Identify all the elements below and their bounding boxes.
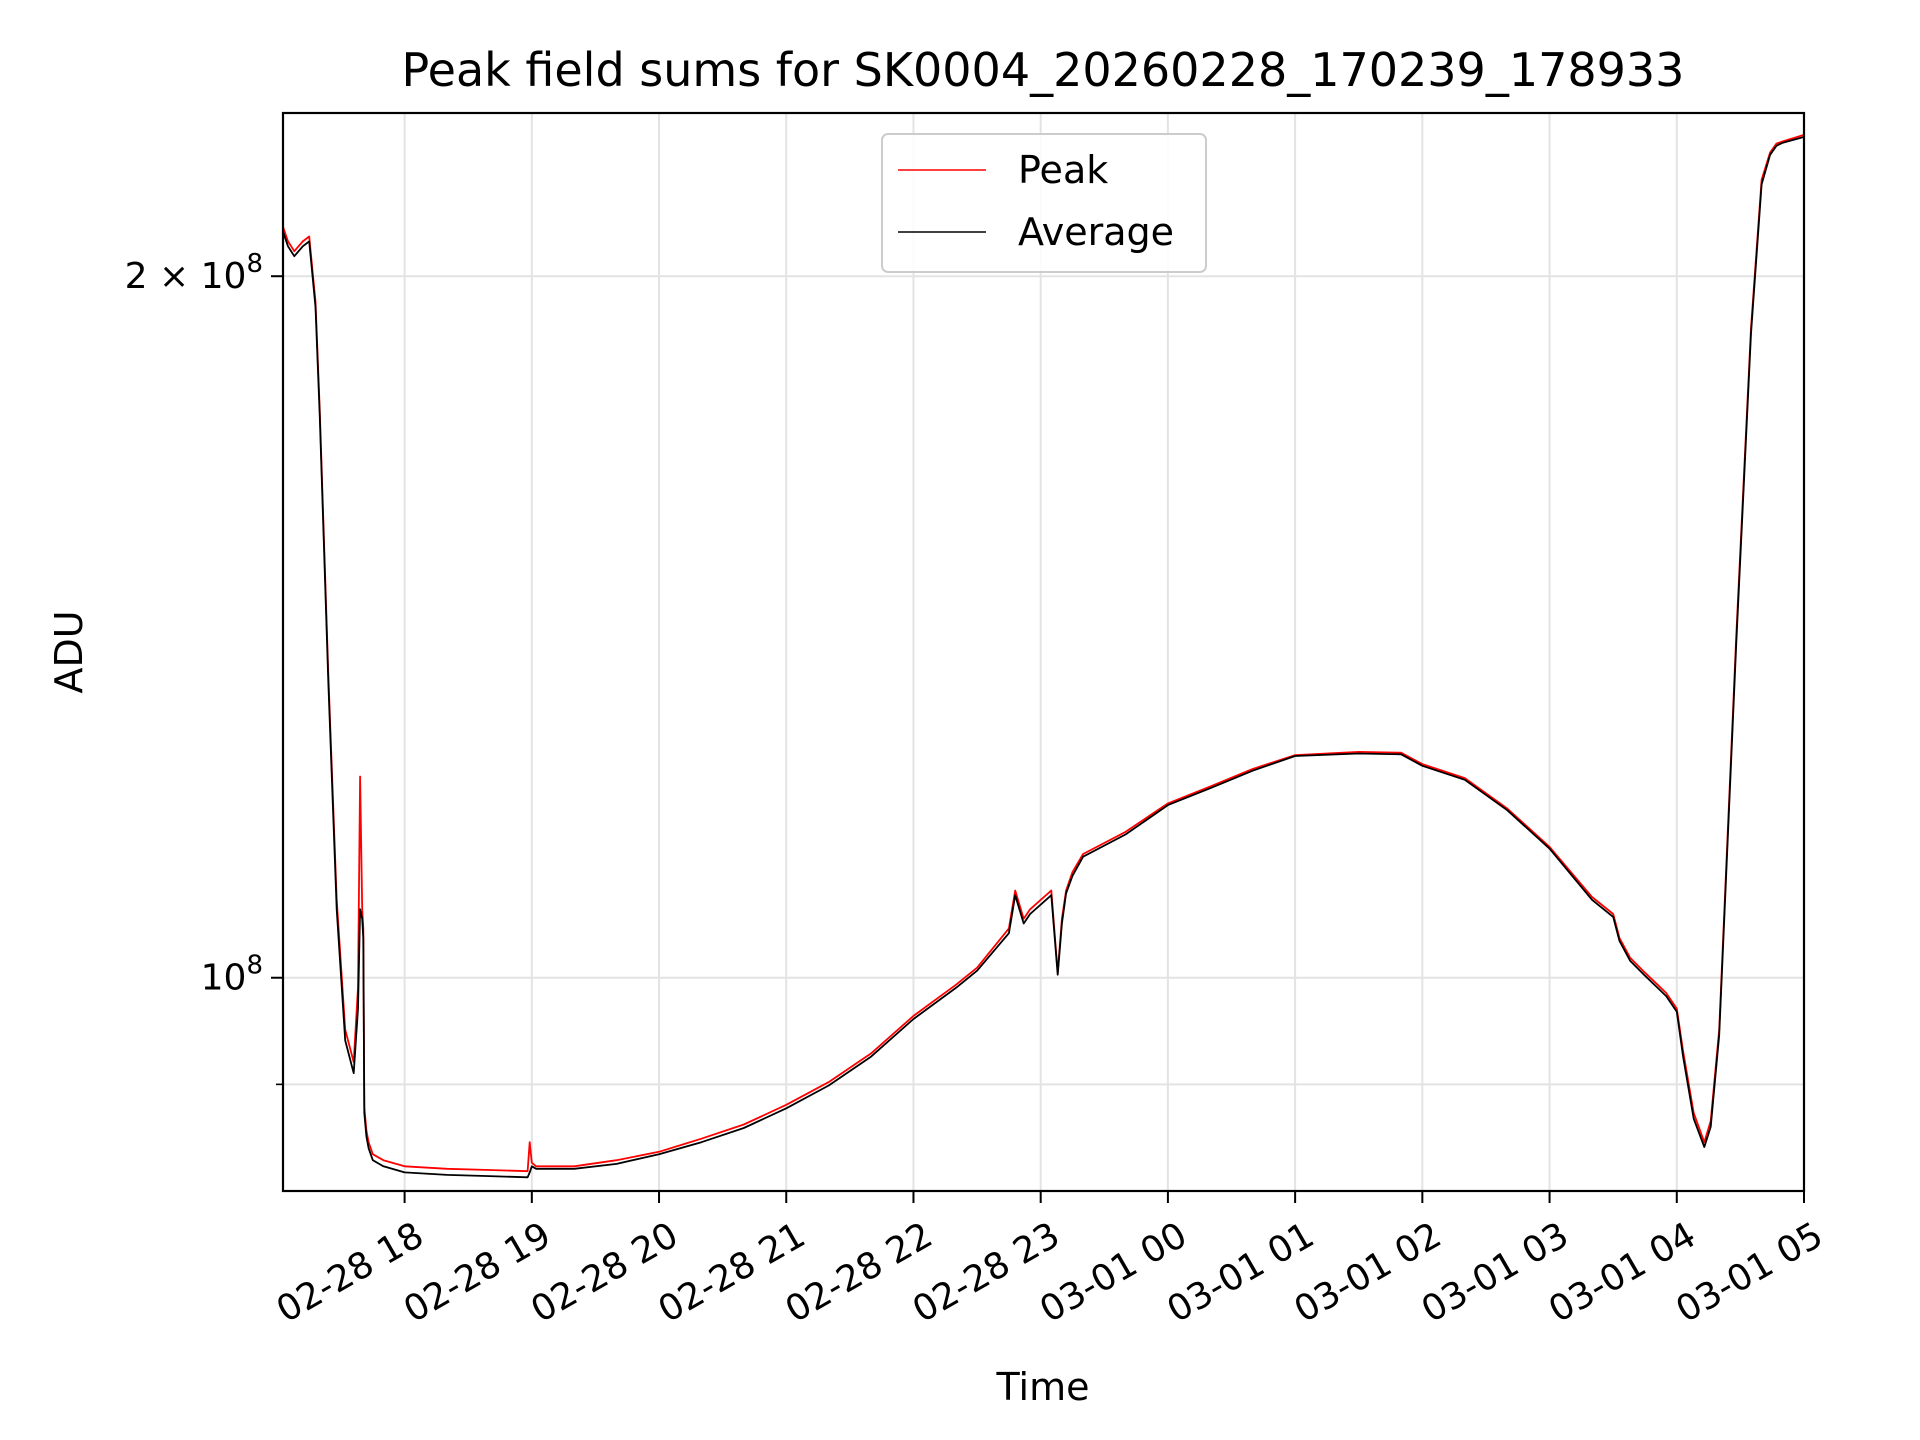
legend: Peak Average: [881, 133, 1207, 273]
series-group: [283, 133, 1804, 1179]
legend-peak-label: Peak: [1018, 148, 1108, 192]
chart-title: Peak field sums for SK0004_20260228_1702…: [402, 43, 1685, 97]
x-axis-label: Time: [996, 1365, 1090, 1409]
series-line-average: [283, 136, 1804, 1179]
plot-frame: [281, 111, 1806, 1193]
y-tick-exponent: 8: [246, 951, 263, 981]
legend-box: [881, 133, 1207, 273]
y-tick-coef: 2 ×: [125, 256, 201, 297]
y-tick-label: 2 × 108: [125, 249, 263, 297]
y-axis-label: ADU: [47, 610, 91, 693]
y-tick-exponent: 8: [246, 249, 263, 279]
series-line-peak: [283, 133, 1804, 1173]
legend-average-label: Average: [1018, 210, 1174, 254]
y-tick-label: 108: [201, 951, 263, 999]
y-tick-base: 10: [201, 958, 247, 999]
y-tick-base: 10: [201, 256, 247, 297]
